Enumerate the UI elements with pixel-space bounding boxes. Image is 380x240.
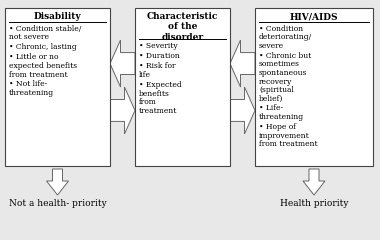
- Text: • Condition stable/
not severe: • Condition stable/ not severe: [9, 25, 81, 41]
- Text: • Not life-
threatening: • Not life- threatening: [9, 80, 54, 97]
- Text: • Condition
deteriorating/
severe: • Condition deteriorating/ severe: [259, 25, 312, 50]
- Text: • Hope of
improvement
from treatment: • Hope of improvement from treatment: [259, 123, 318, 148]
- Text: Health priority: Health priority: [280, 199, 348, 208]
- FancyBboxPatch shape: [255, 8, 373, 166]
- Text: Not a health- priority: Not a health- priority: [9, 199, 106, 208]
- Polygon shape: [46, 169, 68, 195]
- Polygon shape: [303, 169, 325, 195]
- Text: Characteristic
of the
disorder: Characteristic of the disorder: [147, 12, 218, 42]
- Text: • Risk for
life: • Risk for life: [139, 62, 176, 79]
- Text: • Little or no
expected benefits
from treatment: • Little or no expected benefits from tr…: [9, 53, 77, 78]
- Text: • Duration: • Duration: [139, 52, 180, 60]
- Polygon shape: [110, 87, 135, 134]
- Polygon shape: [230, 40, 255, 87]
- Text: HIV/AIDS: HIV/AIDS: [290, 12, 338, 21]
- Polygon shape: [230, 87, 255, 134]
- FancyBboxPatch shape: [135, 8, 230, 166]
- Text: • Chronic, lasting: • Chronic, lasting: [9, 43, 77, 51]
- Polygon shape: [110, 40, 135, 87]
- Text: • Chronic but
sometimes
spontaneous
recovery
(spiritual
belief): • Chronic but sometimes spontaneous reco…: [259, 52, 311, 103]
- Text: • Expected
benefits
from
treatment: • Expected benefits from treatment: [139, 81, 182, 115]
- Text: • Life-
threatening: • Life- threatening: [259, 104, 304, 121]
- Text: Disability: Disability: [34, 12, 81, 21]
- Text: • Severity: • Severity: [139, 42, 177, 50]
- FancyBboxPatch shape: [5, 8, 110, 166]
